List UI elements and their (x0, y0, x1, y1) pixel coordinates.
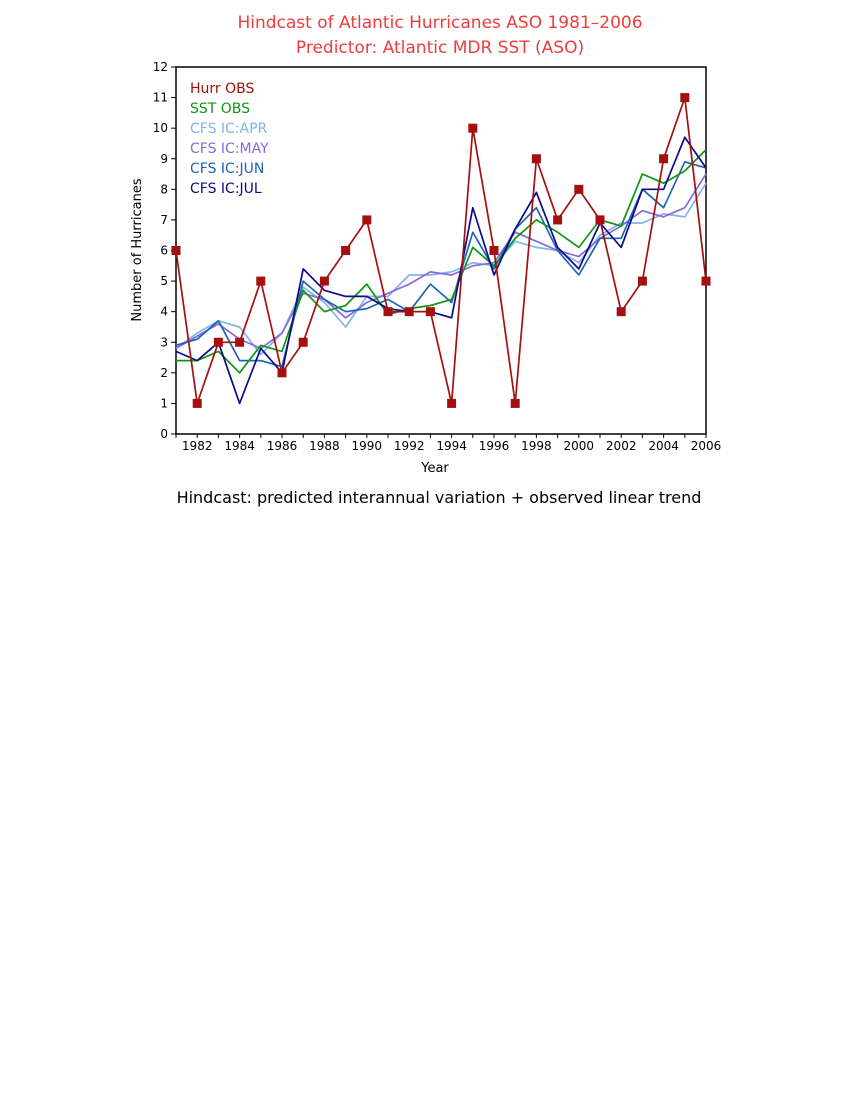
data-point-hurr-obs (256, 276, 266, 286)
x-tick-label: 2004 (648, 439, 679, 453)
data-point-hurr-obs (362, 215, 372, 225)
data-point-hurr-obs (553, 215, 563, 225)
legend-entry: CFS IC:JUN (190, 161, 264, 177)
data-point-hurr-obs (213, 337, 223, 347)
chart-svg: Hindcast of Atlantic Hurricanes ASO 1981… (130, 13, 722, 507)
data-point-hurr-obs (595, 215, 605, 225)
legend-entry: CFS IC:MAY (190, 141, 269, 157)
y-tick-label: 9 (160, 152, 168, 166)
data-point-hurr-obs (489, 246, 499, 255)
data-point-hurr-obs (404, 307, 414, 317)
chart-subtitle: Predictor: Atlantic MDR SST (ASO) (296, 38, 584, 58)
x-axis-label: Year (420, 461, 449, 476)
data-point-hurr-obs (235, 337, 245, 347)
data-point-hurr-obs (277, 368, 287, 378)
x-tick-label: 1994 (436, 439, 467, 453)
data-point-hurr-obs (319, 276, 329, 286)
data-point-hurr-obs (425, 307, 435, 317)
x-tick-label: 2006 (691, 439, 722, 453)
y-tick-label: 4 (160, 305, 168, 319)
x-tick-label: 1996 (479, 439, 510, 453)
data-point-hurr-obs (468, 123, 478, 133)
series-line-cfs-ic-may (175, 173, 707, 350)
hurricane-hindcast-chart: Hindcast of Atlantic Hurricanes ASO 1981… (0, 0, 850, 520)
data-point-hurr-obs (341, 246, 351, 255)
series-line-cfs-ic-jul (175, 136, 707, 405)
y-tick-label: 10 (153, 121, 168, 135)
x-tick-label: 1982 (182, 439, 213, 453)
legend-entry: SST OBS (190, 101, 250, 117)
chart-title: Hindcast of Atlantic Hurricanes ASO 1981… (237, 13, 642, 33)
x-tick-label: 1998 (521, 439, 552, 453)
y-axis-label: Number of Hurricanes (130, 178, 145, 321)
data-point-hurr-obs (510, 398, 520, 408)
data-point-hurr-obs (701, 276, 711, 286)
x-tick-label: 1990 (352, 439, 383, 453)
data-point-hurr-obs (680, 93, 690, 103)
legend-entry: Hurr OBS (190, 81, 254, 97)
y-tick-label: 7 (160, 213, 168, 227)
data-point-hurr-obs (616, 307, 626, 317)
series-line-cfs-ic-apr (175, 182, 707, 356)
data-point-hurr-obs (637, 276, 647, 286)
data-point-hurr-obs (531, 154, 541, 164)
data-point-hurr-obs (192, 398, 202, 408)
y-tick-label: 0 (160, 427, 168, 441)
series-line-sst-obs (176, 149, 707, 374)
y-tick-label: 6 (160, 244, 168, 258)
y-tick-label: 2 (160, 366, 168, 380)
legend-entry: CFS IC:JUL (190, 181, 262, 197)
y-tick-label: 12 (153, 60, 168, 74)
series-line-hurr-obs (175, 96, 707, 405)
y-tick-label: 5 (160, 274, 168, 288)
x-tick-label: 1986 (267, 439, 298, 453)
y-tick-label: 3 (160, 335, 168, 349)
data-point-hurr-obs (171, 246, 181, 255)
x-tick-label: 1992 (394, 439, 425, 453)
data-point-hurr-obs (574, 184, 584, 194)
x-tick-label: 1984 (224, 439, 255, 453)
y-tick-label: 8 (160, 182, 168, 196)
series-line-cfs-ic-jun (175, 160, 707, 368)
y-tick-label: 1 (160, 396, 168, 410)
x-tick-label: 1988 (309, 439, 340, 453)
data-point-hurr-obs (383, 307, 393, 317)
data-point-hurr-obs (447, 398, 457, 408)
x-tick-label: 2002 (606, 439, 637, 453)
y-tick-label: 11 (153, 91, 168, 105)
data-point-hurr-obs (298, 337, 308, 347)
x-tick-label: 2000 (564, 439, 595, 453)
legend-entry: CFS IC:APR (190, 121, 268, 137)
data-point-hurr-obs (659, 154, 669, 164)
chart-footnote: Hindcast: predicted interannual variatio… (177, 488, 702, 507)
